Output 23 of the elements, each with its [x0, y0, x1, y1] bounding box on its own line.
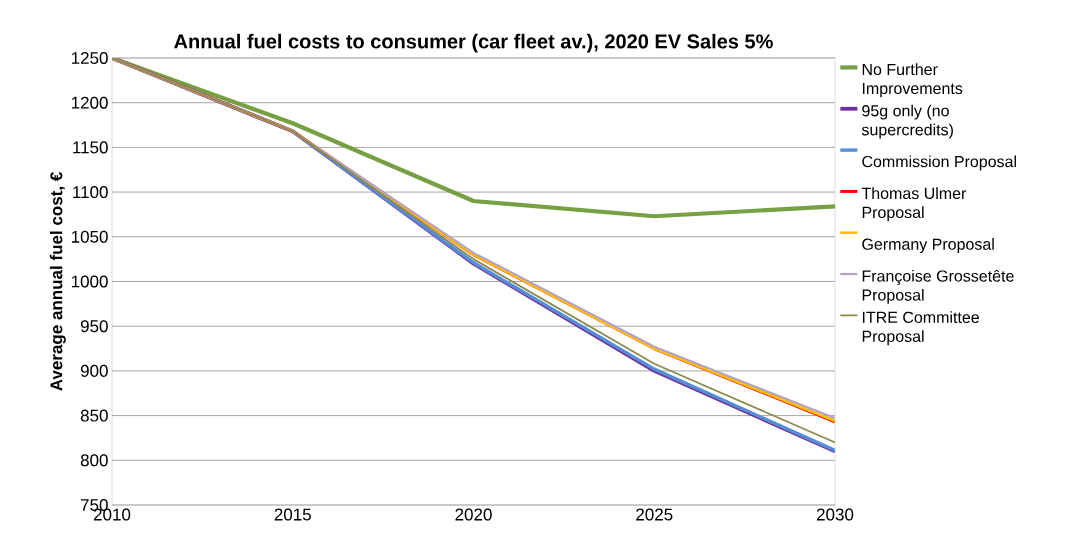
y-axis-title: Average annual fuel cost, €: [49, 172, 66, 391]
legend-label: ITRE Committee Proposal: [862, 311, 979, 346]
legend-label: Thomas Ulmer Proposal: [861, 187, 967, 222]
x-tick-label: 2030: [816, 508, 854, 521]
legend-label: 95g only (no supercredits): [861, 104, 953, 139]
y-tick-label: 900: [80, 364, 108, 377]
y-tick-label: 1150: [73, 141, 108, 154]
y-tick-label: 850: [80, 409, 108, 422]
x-tick-label: 2015: [274, 508, 311, 521]
y-tick-label: 1100: [73, 186, 108, 199]
y-tick-label: 1200: [71, 96, 108, 109]
y-tick-label: 1250: [71, 51, 108, 65]
x-tick-label: 2020: [455, 508, 492, 521]
y-tick-label: 950: [80, 320, 108, 333]
y-tick-label: 1050: [71, 230, 108, 243]
y-tick-label: 1000: [71, 275, 108, 288]
legend-label: Françoise Grossetête Proposal: [862, 269, 1014, 304]
legend-label: No Further Improvements: [862, 63, 963, 98]
chart-title: Annual fuel costs to consumer (car fleet av.), 2020 EV Sales 5%: [174, 33, 773, 53]
legend-label: Commission Proposal: [862, 155, 1016, 171]
legend-label: Germany Proposal: [862, 238, 994, 254]
x-tick-label: 2025: [636, 508, 673, 521]
y-tick-label: 800: [80, 454, 108, 467]
